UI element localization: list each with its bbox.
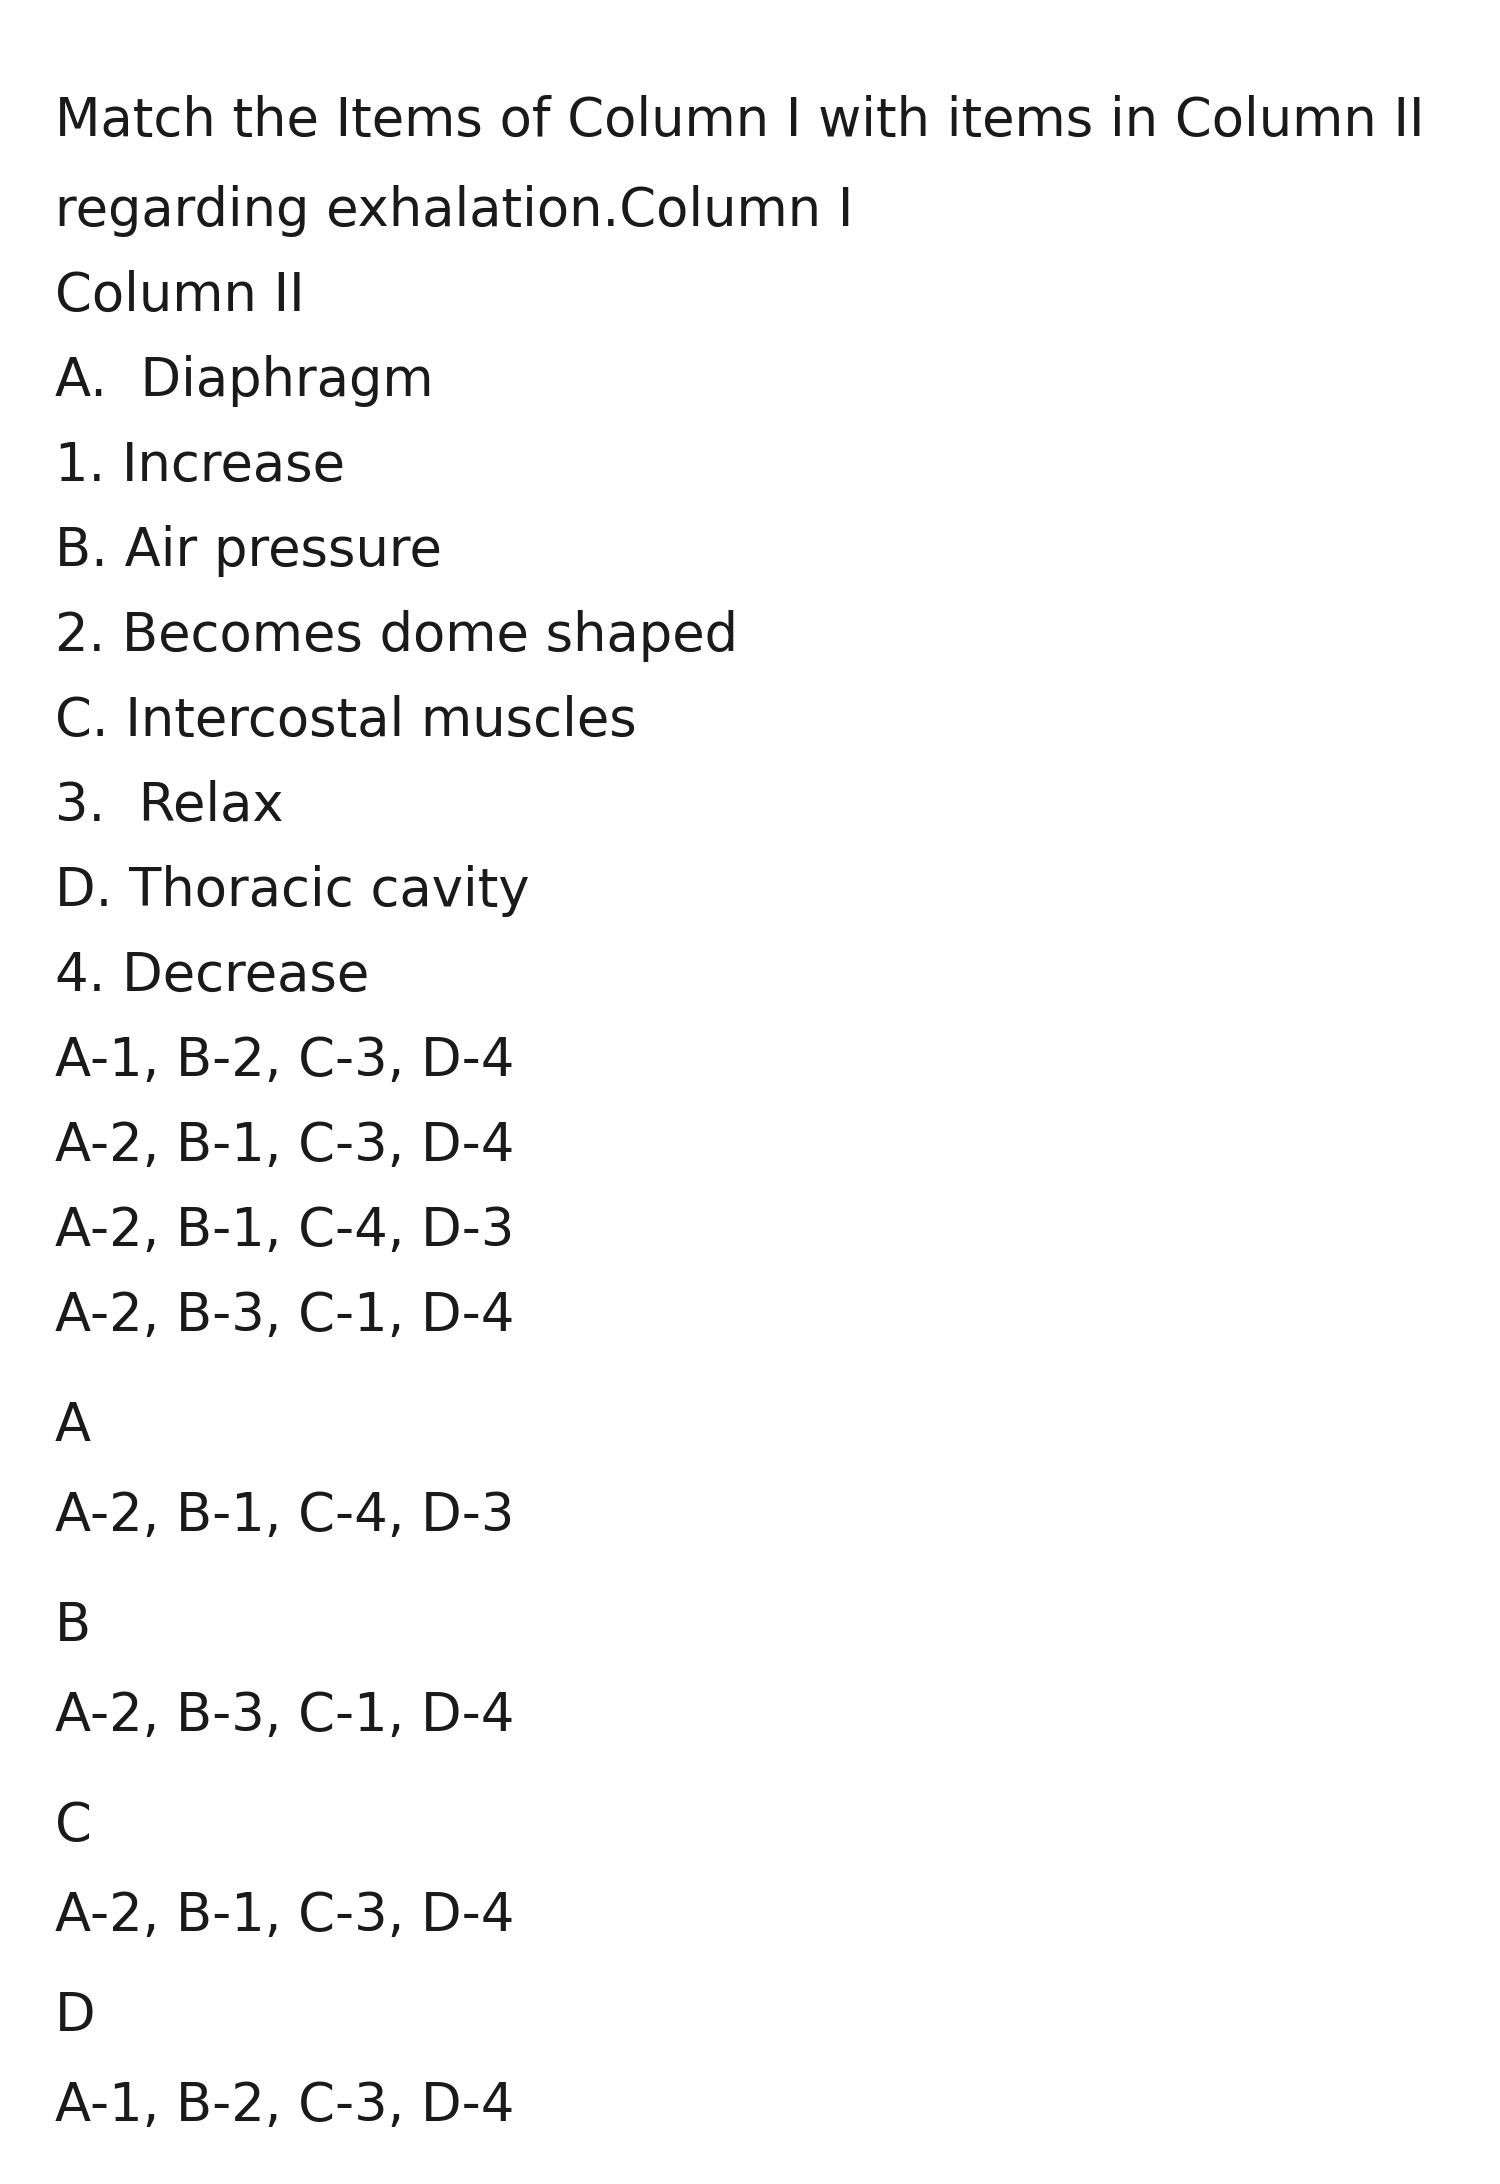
Text: C. Intercostal muscles: C. Intercostal muscles [56,695,636,747]
Text: regarding exhalation.Column I: regarding exhalation.Column I [56,186,853,238]
Text: 1. Increase: 1. Increase [56,439,345,491]
Text: Column II: Column II [56,271,304,321]
Text: B: B [56,1601,92,1651]
Text: 3.  Relax: 3. Relax [56,780,284,832]
Text: A-1, B-2, C-3, D-4: A-1, B-2, C-3, D-4 [56,1035,514,1088]
Text: D. Thoracic cavity: D. Thoracic cavity [56,865,530,917]
Text: A-2, B-1, C-3, D-4: A-2, B-1, C-3, D-4 [56,1120,514,1173]
Text: A-2, B-3, C-1, D-4: A-2, B-3, C-1, D-4 [56,1690,514,1743]
Text: A-1, B-2, C-3, D-4: A-1, B-2, C-3, D-4 [56,2079,514,2132]
Text: Match the Items of Column I with items in Column II: Match the Items of Column I with items i… [56,94,1425,146]
Text: A-2, B-1, C-4, D-3: A-2, B-1, C-4, D-3 [56,1489,514,1542]
Text: 4. Decrease: 4. Decrease [56,950,369,1002]
Text: A-2, B-1, C-4, D-3: A-2, B-1, C-4, D-3 [56,1206,514,1258]
Text: A: A [56,1400,92,1452]
Text: A-2, B-3, C-1, D-4: A-2, B-3, C-1, D-4 [56,1291,514,1341]
Text: C: C [56,1800,92,1852]
Text: D: D [56,1990,96,2042]
Text: 2. Becomes dome shaped: 2. Becomes dome shaped [56,609,738,662]
Text: B. Air pressure: B. Air pressure [56,524,442,577]
Text: A.  Diaphragm: A. Diaphragm [56,356,434,406]
Text: A-2, B-1, C-3, D-4: A-2, B-1, C-3, D-4 [56,1889,514,1942]
